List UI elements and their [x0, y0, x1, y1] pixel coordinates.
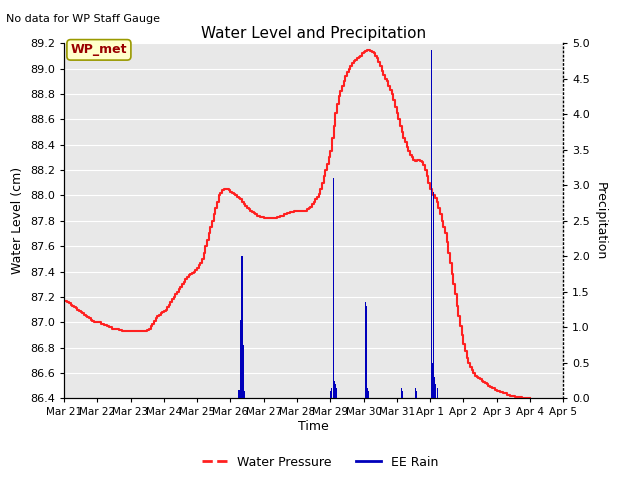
Bar	[334, 381, 335, 398]
Text: No data for WP Staff Gauge: No data for WP Staff Gauge	[6, 14, 161, 24]
Bar	[333, 178, 334, 398]
Bar	[244, 391, 245, 398]
Bar	[335, 384, 336, 398]
Bar	[241, 256, 243, 398]
Bar	[336, 388, 337, 398]
Bar	[434, 377, 435, 398]
Bar	[435, 384, 436, 398]
Bar	[432, 363, 433, 398]
Bar	[415, 391, 417, 398]
Bar	[243, 345, 244, 398]
Bar	[240, 320, 241, 398]
Bar	[437, 388, 438, 398]
Bar	[401, 388, 403, 398]
X-axis label: Time: Time	[298, 420, 329, 433]
Text: WP_met: WP_met	[70, 43, 127, 56]
Bar	[367, 388, 368, 398]
Bar	[431, 50, 433, 398]
Bar	[433, 192, 435, 398]
Bar	[332, 388, 333, 398]
Bar	[365, 306, 367, 398]
Bar	[368, 391, 369, 398]
Bar	[330, 391, 331, 398]
Bar	[242, 299, 243, 398]
Legend: Water Pressure, EE Rain: Water Pressure, EE Rain	[196, 451, 444, 474]
Y-axis label: Precipitation: Precipitation	[594, 181, 607, 260]
Bar	[402, 391, 403, 398]
Y-axis label: Water Level (cm): Water Level (cm)	[12, 167, 24, 275]
Bar	[365, 302, 366, 398]
Bar	[241, 338, 242, 398]
Bar	[415, 388, 416, 398]
Title: Water Level and Precipitation: Water Level and Precipitation	[201, 25, 426, 41]
